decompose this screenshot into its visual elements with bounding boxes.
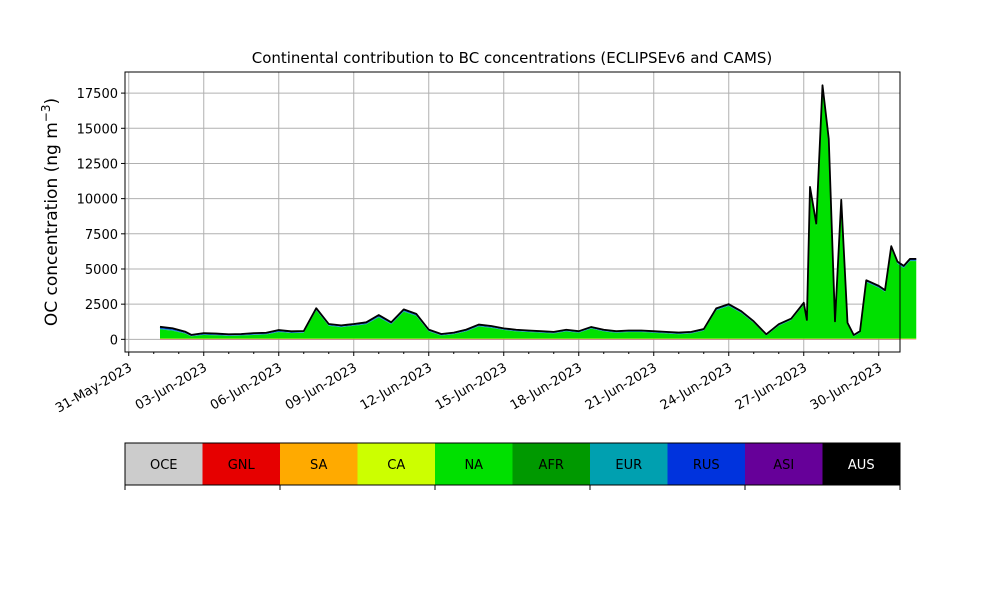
area-na <box>160 88 917 339</box>
y-tick-label: 2500 <box>85 298 118 313</box>
legend-label-gnl: GNL <box>228 458 256 473</box>
legend-swatch-afr <box>512 443 591 485</box>
legend-label-eur: EUR <box>615 458 642 473</box>
legend-label-aus: AUS <box>848 458 875 473</box>
y-tick-label: 12500 <box>77 157 118 172</box>
y-tick-label: 7500 <box>85 228 118 243</box>
legend-label-afr: AFR <box>539 458 564 473</box>
legend-label-sa: SA <box>310 458 327 473</box>
y-axis-label-close: ) <box>42 98 62 105</box>
legend-label-oce: OCE <box>150 458 178 473</box>
y-axis-label-exponent: −3 <box>39 104 53 122</box>
y-axis-label: OC concentration (ng m−3) <box>39 98 62 326</box>
legend-swatch-gnl <box>202 443 281 485</box>
legend-label-asi: ASI <box>773 458 794 473</box>
grid-lines <box>125 72 900 352</box>
legend-swatch-na <box>435 443 513 485</box>
y-axis: 0 2500 5000 7500 10000 12500 15000 17500 <box>77 87 125 348</box>
legend-label-rus: RUS <box>693 458 720 473</box>
legend-swatch-oce <box>125 443 203 485</box>
legend-label-na: NA <box>464 458 483 473</box>
y-tick-label: 5000 <box>85 263 118 278</box>
legend-label-ca: CA <box>387 458 405 473</box>
stacked-areas <box>160 85 917 340</box>
y-tick-label: 15000 <box>77 122 118 137</box>
y-axis-label-main: OC concentration (ng m <box>42 122 62 326</box>
plot-area <box>124 71 917 353</box>
legend-swatch-asi <box>745 443 823 485</box>
legend-frame <box>124 442 901 486</box>
legend-swatch-rus <box>667 443 746 485</box>
total-outline <box>159 84 917 336</box>
y-tick-label: 17500 <box>77 87 118 102</box>
y-tick-label: 10000 <box>77 193 118 208</box>
legend-swatch-sa <box>280 443 358 485</box>
y-tick-label: 0 <box>110 333 118 348</box>
plot-frame <box>124 71 901 353</box>
legend-colorbar: OCE GNL SA CA NA AFR EUR RUS ASI AUS <box>124 442 901 490</box>
legend-swatch-eur <box>590 443 668 485</box>
total-line <box>159 84 917 336</box>
chart-title: Continental contribution to BC concentra… <box>252 49 773 67</box>
legend-swatch-ca <box>357 443 436 485</box>
legend-swatch-aus <box>822 443 901 485</box>
